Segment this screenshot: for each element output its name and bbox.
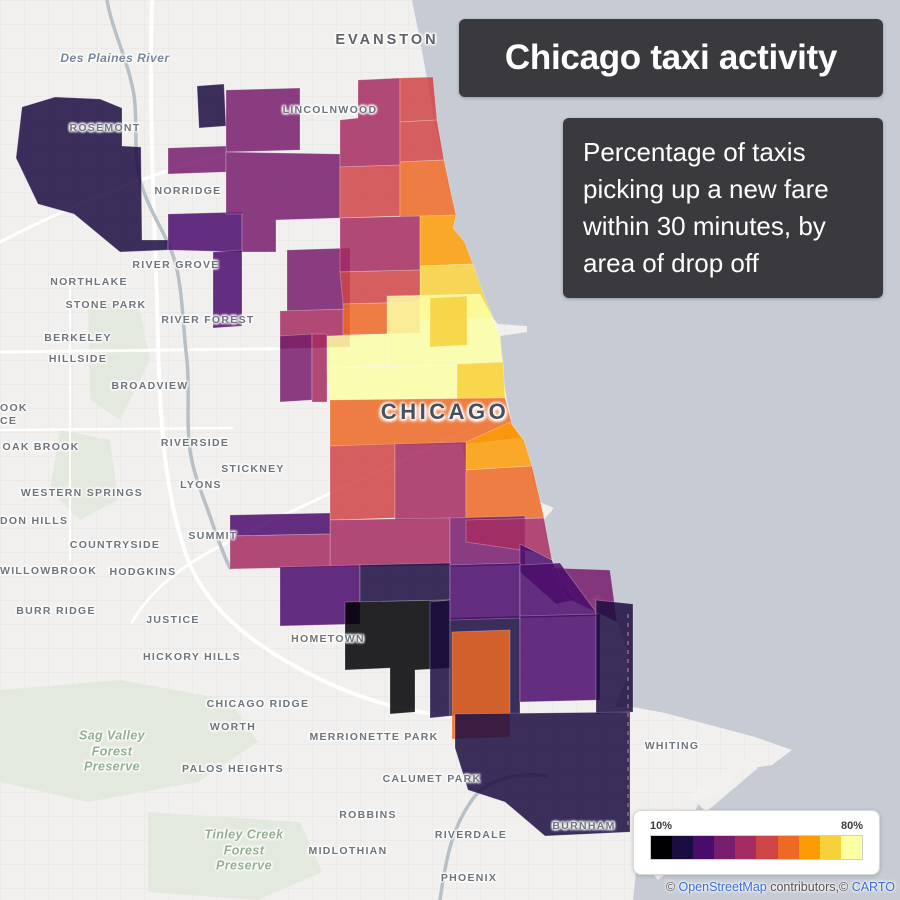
region-dunning[interactable] (212, 249, 243, 329)
subtitle-box: Percentage of taxis picking up a new far… (563, 118, 883, 298)
map-label: RIVER FOREST (161, 314, 255, 326)
map-label: ROBBINS (339, 809, 397, 821)
attribution-contributors: contributors,© (766, 880, 852, 894)
title-box: Chicago taxi activity (459, 19, 883, 97)
map-label: BERKELEY (44, 332, 112, 344)
map-label: CHICAGO RIDGE (206, 698, 310, 710)
map-label: BROADVIEW (111, 380, 189, 392)
map-label: SUMMIT (188, 530, 238, 542)
region-ohare[interactable] (15, 96, 169, 253)
map-label: OOK (0, 402, 28, 414)
region-se-dark[interactable] (595, 599, 634, 715)
legend-swatch (777, 836, 799, 859)
legend-max-label: 80% (840, 820, 863, 832)
subtitle-text: Percentage of taxis picking up a new far… (583, 137, 829, 278)
forest-area (0, 680, 258, 802)
legend-swatch (840, 836, 862, 859)
forest-area (88, 300, 150, 420)
forest-area (148, 812, 322, 900)
pier (690, 758, 758, 812)
map-label: HICKORY HILLS (143, 651, 241, 663)
legend-min-label: 10% (650, 820, 673, 832)
map-label: HILLSIDE (48, 353, 108, 365)
page-title: Chicago taxi activity (504, 38, 838, 77)
map-label: STONE PARK (65, 299, 147, 311)
map-label: EVANSTON (335, 32, 439, 48)
map-label: PHOENIX (440, 872, 498, 884)
map-label: HODGKINS (109, 566, 177, 578)
map-label: BURNHAM (552, 820, 616, 832)
map-label: MIDLOTHIAN (308, 845, 388, 857)
map-label: WORTH (209, 721, 257, 733)
map-label: LYONS (180, 479, 222, 491)
legend-labels: 10% 80% (650, 820, 863, 832)
region-washington-park[interactable] (465, 465, 545, 521)
map-label: Sag Valley Forest Preserve (78, 728, 146, 774)
map-label: BURR RIDGE (16, 605, 96, 617)
map-label: PALOS HEIGHTS (182, 763, 284, 775)
carto-link[interactable]: CARTO (851, 880, 895, 894)
legend-swatch (735, 836, 757, 859)
map-label: RIVERSIDE (160, 437, 230, 449)
map-label: CE (0, 415, 18, 427)
map-label: Tinley Creek Forest Preserve (204, 827, 284, 873)
map-label: NORRIDGE (154, 185, 222, 197)
map-label: RIVER GROVE (132, 259, 220, 271)
map-label: WHITING (644, 740, 700, 752)
legend: 10% 80% (633, 810, 880, 875)
region-hegewisch[interactable] (454, 711, 631, 837)
region-river-north-patch[interactable] (429, 295, 468, 348)
forest-area (50, 430, 118, 520)
openstreetmap-link[interactable]: OpenStreetMap (678, 880, 767, 894)
map-label: CALUMET PARK (382, 773, 482, 785)
attribution: © OpenStreetMap contributors,© CARTO (666, 880, 895, 894)
legend-swatch (714, 836, 736, 859)
legend-swatch (798, 836, 820, 859)
road (148, 0, 457, 719)
map-label: NORTHLAKE (50, 276, 128, 288)
map-label: Des Plaines River (60, 51, 170, 65)
region-norwood-park[interactable] (225, 87, 301, 153)
legend-ramp (650, 835, 863, 860)
legend-swatch (651, 836, 673, 859)
map-label: ROSEMONT (69, 122, 141, 134)
map-label: COUNTRYSIDE (69, 539, 161, 551)
legend-swatch (672, 836, 694, 859)
region-uptown[interactable] (399, 159, 457, 218)
road (0, 426, 234, 432)
legend-swatch (819, 836, 841, 859)
map-label: CHICAGO (380, 399, 510, 424)
map-label: RIVERDALE (434, 829, 508, 841)
river (105, 0, 232, 570)
map-label: MERRIONETTE PARK (309, 731, 439, 743)
map-label: WILLOWBROOK (0, 565, 98, 577)
map-label: DON HILLS (0, 515, 69, 527)
region-garfield-strip[interactable] (311, 333, 328, 403)
map-label: HOMETOWN (291, 633, 365, 645)
legend-swatch (756, 836, 778, 859)
map-label: STICKNEY (221, 463, 285, 475)
map-label: OAK BROOK (2, 441, 80, 453)
map-label: WESTERN SPRINGS (20, 487, 144, 499)
map-label: JUSTICE (146, 614, 200, 626)
map-label: LINCOLNWOOD (282, 104, 378, 116)
attribution-copyright: © (665, 880, 679, 894)
legend-swatch (693, 836, 715, 859)
